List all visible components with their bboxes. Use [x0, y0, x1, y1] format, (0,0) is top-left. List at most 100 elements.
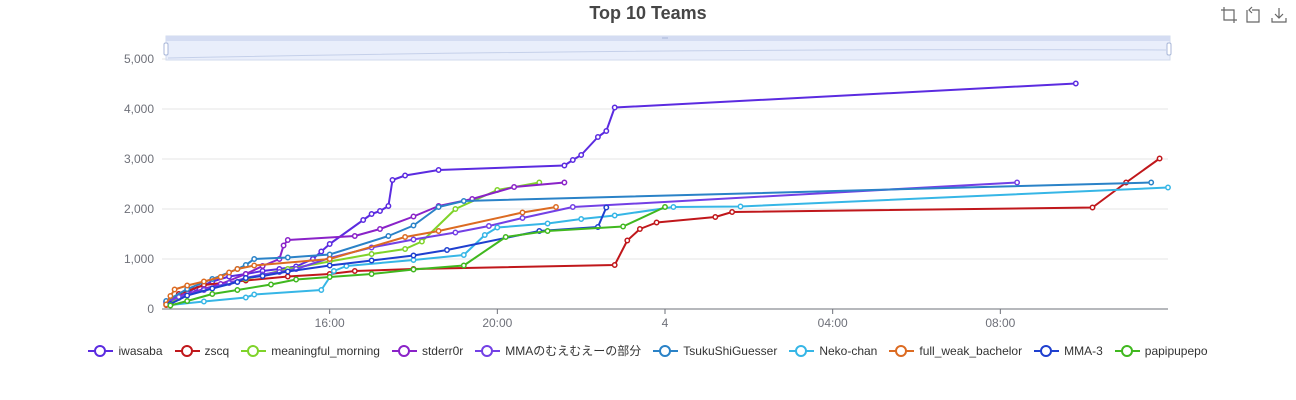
legend-item[interactable]: full_weak_bachelor — [889, 342, 1022, 359]
data-point[interactable] — [330, 268, 337, 274]
data-point[interactable] — [519, 209, 526, 216]
data-point[interactable] — [200, 278, 207, 285]
data-point[interactable] — [385, 203, 392, 209]
data-point[interactable] — [611, 212, 618, 219]
data-point[interactable] — [1089, 204, 1096, 211]
legend-item[interactable]: MMA-3 — [1034, 342, 1103, 359]
data-point[interactable] — [318, 287, 325, 293]
data-point[interactable] — [167, 293, 174, 299]
data-point[interactable] — [481, 232, 488, 238]
data-point[interactable] — [1156, 155, 1163, 162]
data-point[interactable] — [519, 215, 526, 221]
data-point[interactable] — [662, 204, 668, 210]
data-zoom-left-handle[interactable] — [163, 42, 169, 56]
data-point[interactable] — [452, 229, 459, 236]
data-point[interactable] — [402, 246, 409, 252]
data-point[interactable] — [561, 162, 568, 169]
data-point[interactable] — [410, 222, 417, 229]
data-point[interactable] — [326, 251, 333, 258]
legend-item[interactable]: MMAのむえむえーの部分 — [475, 342, 641, 359]
data-point[interactable] — [653, 219, 660, 226]
data-point[interactable] — [377, 226, 383, 232]
data-point[interactable] — [410, 213, 417, 220]
data-point[interactable] — [293, 276, 300, 283]
data-point[interactable] — [377, 208, 383, 214]
data-point[interactable] — [435, 228, 442, 234]
data-point[interactable] — [620, 223, 627, 230]
data-point[interactable] — [603, 128, 610, 134]
zoom-reset-icon[interactable] — [1244, 6, 1262, 24]
data-point[interactable] — [611, 104, 618, 111]
data-point[interactable] — [410, 252, 417, 259]
data-point[interactable] — [360, 217, 367, 223]
data-point[interactable] — [351, 268, 358, 274]
data-point[interactable] — [284, 273, 291, 280]
data-point[interactable] — [418, 238, 425, 245]
data-point[interactable] — [284, 237, 291, 243]
data-point[interactable] — [251, 256, 258, 262]
zoom-select-icon[interactable] — [1220, 6, 1238, 24]
data-point[interactable] — [435, 167, 442, 173]
data-point[interactable] — [284, 268, 291, 275]
data-point[interactable] — [209, 291, 216, 297]
data-point[interactable] — [561, 179, 568, 186]
data-point[interactable] — [326, 274, 333, 280]
data-point[interactable] — [326, 256, 333, 262]
data-point[interactable] — [242, 275, 249, 281]
data-point[interactable] — [200, 298, 207, 305]
data-point[interactable] — [460, 262, 467, 269]
data-point[interactable] — [402, 172, 409, 179]
data-point[interactable] — [234, 266, 241, 272]
data-point[interactable] — [259, 273, 266, 279]
data-point[interactable] — [251, 262, 258, 269]
data-point[interactable] — [611, 262, 618, 268]
data-point[interactable] — [569, 204, 576, 210]
data-point[interactable] — [603, 204, 610, 211]
data-point[interactable] — [452, 206, 459, 212]
data-point[interactable] — [569, 157, 576, 163]
data-point[interactable] — [460, 198, 467, 204]
save-image-icon[interactable] — [1270, 6, 1288, 24]
data-point[interactable] — [351, 233, 358, 239]
data-point[interactable] — [402, 234, 409, 240]
data-point[interactable] — [460, 252, 467, 258]
data-point[interactable] — [389, 177, 396, 183]
data-point[interactable] — [410, 236, 417, 243]
data-point[interactable] — [729, 209, 736, 215]
legend-item[interactable]: TsukuShiGuesser — [653, 342, 777, 359]
data-point[interactable] — [234, 287, 241, 293]
data-point[interactable] — [184, 292, 191, 299]
data-point[interactable] — [544, 220, 551, 227]
data-point[interactable] — [1014, 179, 1021, 186]
data-point[interactable] — [217, 274, 224, 280]
data-point[interactable] — [410, 266, 417, 273]
data-point[interactable] — [368, 251, 375, 257]
data-point[interactable] — [234, 279, 241, 285]
data-point[interactable] — [326, 241, 333, 247]
data-point[interactable] — [280, 242, 287, 249]
legend-item[interactable]: stderr0r — [391, 342, 463, 359]
data-point[interactable] — [712, 214, 719, 220]
data-point[interactable] — [578, 216, 585, 222]
data-point[interactable] — [318, 248, 325, 255]
data-point[interactable] — [444, 247, 450, 253]
legend-item[interactable]: papipupepo — [1114, 342, 1208, 359]
data-point[interactable] — [167, 302, 174, 309]
legend-item[interactable]: zscq — [174, 342, 229, 359]
data-point[interactable] — [284, 254, 291, 261]
data-point[interactable] — [636, 226, 643, 232]
legend-item[interactable]: iwasaba — [88, 342, 163, 359]
data-point[interactable] — [368, 271, 375, 277]
data-point[interactable] — [209, 285, 216, 292]
data-point[interactable] — [553, 204, 559, 210]
legend-item[interactable]: Neko-chan — [789, 342, 877, 359]
data-point[interactable] — [578, 152, 585, 158]
legend-item[interactable]: meaningful_morning — [241, 342, 380, 359]
data-point[interactable] — [368, 211, 375, 217]
data-point[interactable] — [268, 281, 274, 288]
data-point[interactable] — [670, 204, 677, 210]
data-point[interactable] — [624, 237, 631, 244]
data-zoom-right-handle[interactable] — [1166, 42, 1172, 56]
data-point[interactable] — [1148, 179, 1155, 186]
data-point[interactable] — [326, 262, 333, 269]
